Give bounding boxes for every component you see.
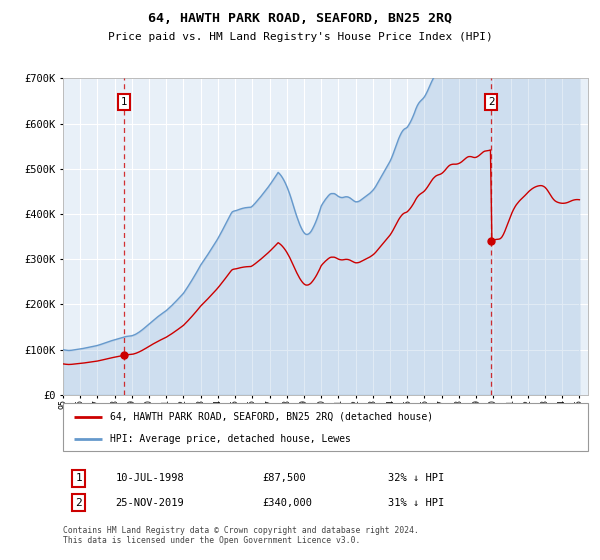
Text: Contains HM Land Registry data © Crown copyright and database right 2024.
This d: Contains HM Land Registry data © Crown c… (63, 526, 419, 545)
Text: 1: 1 (76, 473, 82, 483)
Text: 25-NOV-2019: 25-NOV-2019 (115, 498, 184, 507)
Text: 2: 2 (76, 498, 82, 507)
Text: 10-JUL-1998: 10-JUL-1998 (115, 473, 184, 483)
Text: 64, HAWTH PARK ROAD, SEAFORD, BN25 2RQ (detached house): 64, HAWTH PARK ROAD, SEAFORD, BN25 2RQ (… (110, 412, 433, 422)
Text: £87,500: £87,500 (263, 473, 306, 483)
Text: 32% ↓ HPI: 32% ↓ HPI (389, 473, 445, 483)
Text: HPI: Average price, detached house, Lewes: HPI: Average price, detached house, Lewe… (110, 434, 351, 444)
Text: 64, HAWTH PARK ROAD, SEAFORD, BN25 2RQ: 64, HAWTH PARK ROAD, SEAFORD, BN25 2RQ (148, 12, 452, 25)
Text: Price paid vs. HM Land Registry's House Price Index (HPI): Price paid vs. HM Land Registry's House … (107, 32, 493, 43)
Text: 31% ↓ HPI: 31% ↓ HPI (389, 498, 445, 507)
Text: £340,000: £340,000 (263, 498, 313, 507)
Text: 1: 1 (121, 97, 127, 107)
Text: 2: 2 (488, 97, 494, 107)
